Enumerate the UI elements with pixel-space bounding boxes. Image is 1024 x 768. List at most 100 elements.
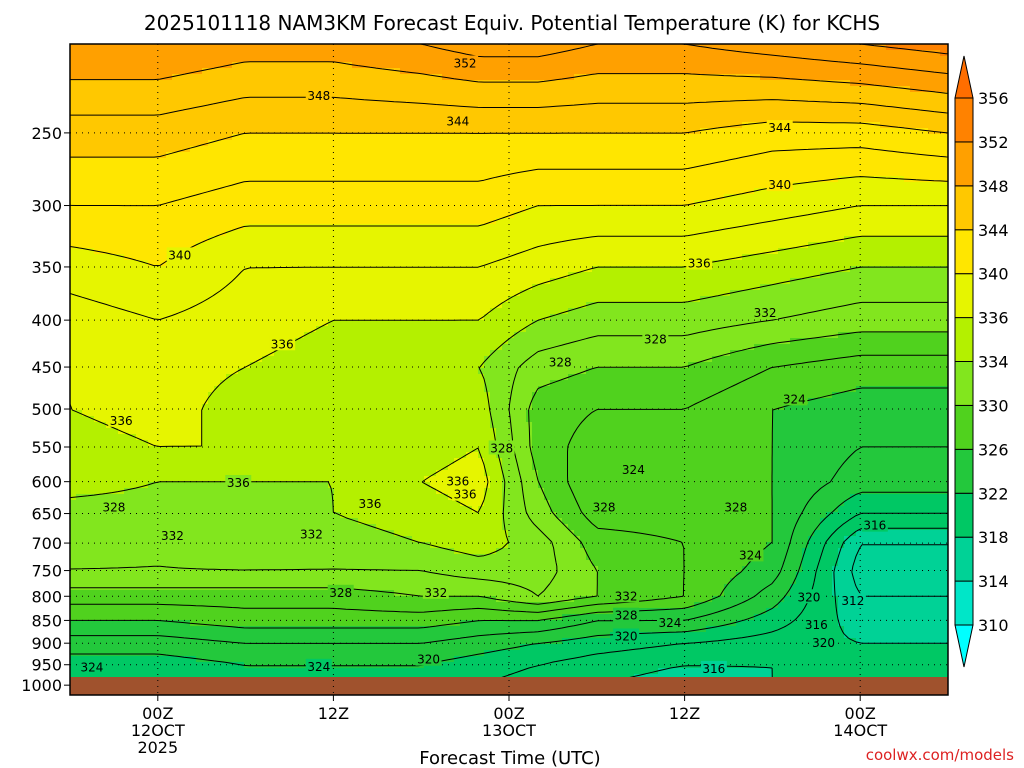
heatmap-cell	[364, 44, 371, 51]
heatmap-cell	[598, 194, 605, 201]
heatmap-cell	[214, 194, 221, 201]
heatmap-cell	[220, 224, 227, 231]
heatmap-cell	[934, 164, 941, 171]
heatmap-cell	[262, 56, 269, 63]
heatmap-cell	[220, 92, 227, 99]
heatmap-cell	[208, 224, 215, 231]
heatmap-cell	[352, 158, 359, 165]
heatmap-cell	[808, 50, 815, 57]
heatmap-cell	[664, 62, 671, 69]
heatmap-cell	[448, 194, 455, 201]
heatmap-cell	[76, 98, 83, 105]
heatmap-cell	[250, 230, 257, 237]
heatmap-cell	[838, 80, 845, 87]
heatmap-cell	[940, 152, 947, 159]
heatmap-cell	[868, 56, 875, 63]
heatmap-cell	[196, 110, 203, 117]
heatmap-cell	[466, 152, 473, 159]
heatmap-cell	[208, 230, 215, 237]
heatmap-cell	[178, 92, 185, 99]
heatmap-cell	[358, 188, 365, 195]
heatmap-cell	[730, 170, 737, 177]
heatmap-cell	[454, 170, 461, 177]
heatmap-cell	[424, 164, 431, 171]
heatmap-cell	[436, 194, 443, 201]
heatmap-cell	[838, 92, 845, 99]
heatmap-cell	[208, 212, 215, 219]
heatmap-cell	[616, 242, 623, 249]
heatmap-cell	[136, 68, 143, 75]
heatmap-cell	[658, 134, 665, 141]
heatmap-cell	[232, 230, 239, 237]
heatmap-cell	[424, 152, 431, 159]
heatmap-cell	[628, 86, 635, 93]
heatmap-cell	[868, 158, 875, 165]
heatmap-cell	[562, 152, 569, 159]
heatmap-cell	[424, 134, 431, 141]
heatmap-cell	[226, 92, 233, 99]
heatmap-cell	[718, 218, 725, 225]
heatmap-cell	[358, 74, 365, 81]
heatmap-cell	[628, 50, 635, 57]
heatmap-cell	[622, 170, 629, 177]
heatmap-cell	[868, 176, 875, 183]
heatmap-cell	[160, 242, 167, 249]
heatmap-cell	[544, 80, 551, 87]
heatmap-cell	[466, 92, 473, 99]
heatmap-cell	[604, 224, 611, 231]
heatmap-cell	[268, 230, 275, 237]
heatmap-cell	[364, 170, 371, 177]
heatmap-cell	[346, 44, 353, 51]
heatmap-cell	[718, 200, 725, 207]
heatmap-cell	[814, 140, 821, 147]
heatmap-cell	[862, 182, 869, 189]
heatmap-cell	[904, 212, 911, 219]
heatmap-cell	[922, 104, 929, 111]
heatmap-cell	[688, 116, 695, 123]
heatmap-cell	[616, 56, 623, 63]
heatmap-cell	[106, 44, 113, 51]
heatmap-cell	[190, 152, 197, 159]
heatmap-cell	[106, 50, 113, 57]
heatmap-cell	[196, 128, 203, 135]
heatmap-cell	[598, 104, 605, 111]
heatmap-cell	[778, 224, 785, 231]
heatmap-cell	[184, 152, 191, 159]
heatmap-cell	[856, 200, 863, 207]
heatmap-cell	[106, 92, 113, 99]
heatmap-cell	[772, 86, 779, 93]
heatmap-cell	[376, 170, 383, 177]
heatmap-cell	[358, 104, 365, 111]
heatmap-cell	[874, 80, 881, 87]
heatmap-cell	[856, 50, 863, 57]
heatmap-cell	[916, 50, 923, 57]
heatmap-cell	[874, 164, 881, 171]
heatmap-cell	[256, 194, 263, 201]
heatmap-cell	[172, 134, 179, 141]
heatmap-cell	[166, 170, 173, 177]
heatmap-cell	[826, 140, 833, 147]
heatmap-cell	[532, 224, 539, 231]
heatmap-cell	[178, 182, 185, 189]
heatmap-cell	[592, 116, 599, 123]
heatmap-cell	[844, 134, 851, 141]
heatmap-cell	[502, 74, 509, 81]
heatmap-cell	[448, 140, 455, 147]
heatmap-cell	[424, 62, 431, 69]
heatmap-cell	[880, 80, 887, 87]
heatmap-cell	[664, 140, 671, 147]
heatmap-cell	[634, 140, 641, 147]
heatmap-cell	[712, 158, 719, 165]
heatmap-cell	[328, 128, 335, 135]
heatmap-cell	[634, 164, 641, 171]
heatmap-cell	[682, 62, 689, 69]
heatmap-cell	[304, 194, 311, 201]
heatmap-cell	[358, 86, 365, 93]
heatmap-cell	[208, 182, 215, 189]
heatmap-cell	[562, 146, 569, 153]
heatmap-cell	[256, 242, 263, 249]
heatmap-cell	[472, 176, 479, 183]
heatmap-cell	[250, 62, 257, 69]
heatmap-cell	[580, 194, 587, 201]
heatmap-cell	[490, 146, 497, 153]
